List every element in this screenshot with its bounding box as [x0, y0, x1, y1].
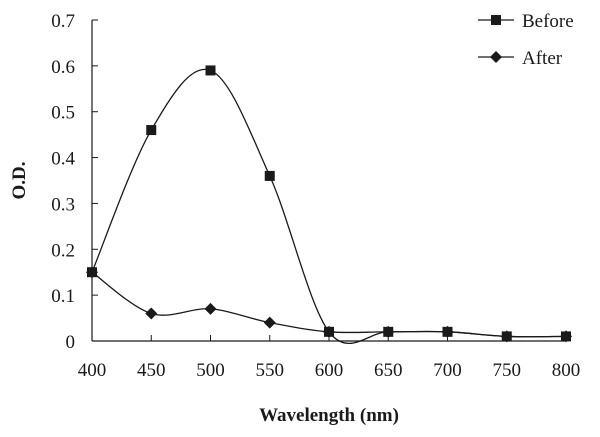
legend-marker: [490, 51, 502, 63]
x-tick-label: 700: [433, 360, 462, 381]
data-point-after: [323, 325, 335, 338]
chart-axes: [91, 20, 566, 342]
x-tick-label: 550: [256, 360, 285, 381]
data-point-after: [500, 330, 513, 343]
y-tick-label: 0.1: [51, 286, 75, 307]
y-tick-label: 0.4: [51, 149, 75, 170]
y-tick-label: 0.2: [51, 240, 75, 261]
y-tick-label: 0.7: [51, 11, 75, 32]
y-tick-label: 0.6: [51, 57, 75, 78]
x-tick-label: 400: [78, 360, 107, 381]
legend: Before After: [478, 11, 574, 69]
x-axis-ticks: 400 450 500 550 600 650 700 750 800: [78, 335, 581, 381]
series-before: [87, 65, 571, 344]
y-tick-label: 0.3: [51, 194, 75, 215]
legend-marker: [491, 15, 501, 25]
x-tick-label: 800: [552, 360, 581, 381]
x-tick-label: 600: [315, 360, 344, 381]
y-axis-title: O.D.: [9, 162, 30, 200]
data-point-before: [146, 125, 157, 136]
data-point-after: [560, 330, 572, 343]
y-tick-label: 0.5: [51, 103, 75, 124]
data-point-after: [263, 316, 276, 329]
y-axis-ticks: 0 0.1 0.2 0.3 0.4 0.5 0.6 0.7: [51, 11, 98, 353]
y-tick-label: 0: [66, 332, 76, 353]
x-tick-label: 650: [374, 360, 403, 381]
x-tick-label: 750: [493, 360, 522, 381]
x-tick-label: 500: [196, 360, 225, 381]
series-line-before: [91, 68, 567, 344]
series-after: [86, 266, 572, 343]
data-point-after: [86, 266, 98, 279]
legend-label: Before: [522, 11, 574, 32]
x-tick-label: 450: [137, 360, 166, 381]
series-layer: [86, 65, 572, 344]
legend-item-after: After: [478, 48, 563, 69]
data-point-before: [264, 170, 275, 181]
data-point-after: [441, 325, 454, 338]
data-point-after: [204, 302, 217, 315]
data-point-after: [145, 307, 158, 320]
x-axis-title: Wavelength (nm): [259, 405, 399, 426]
legend-item-before: Before: [478, 11, 574, 32]
data-point-before: [205, 65, 216, 76]
data-point-after: [382, 325, 395, 338]
legend-label: After: [522, 48, 563, 69]
